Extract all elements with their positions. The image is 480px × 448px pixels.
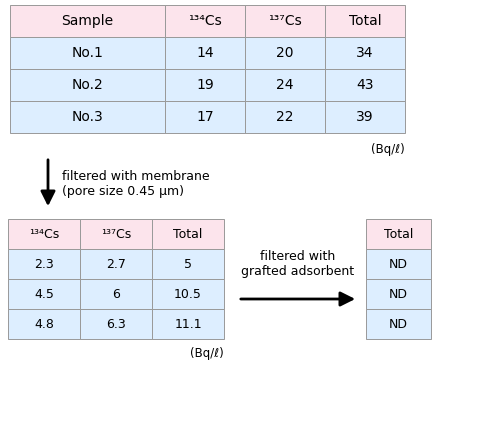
Text: filtered with membrane: filtered with membrane (62, 169, 210, 182)
Text: 17: 17 (196, 110, 214, 124)
Text: 10.5: 10.5 (174, 288, 202, 301)
Bar (245, 101, 325, 133)
Bar (366, 249, 431, 279)
Text: filtered with: filtered with (260, 250, 336, 263)
Text: Total: Total (348, 14, 381, 28)
Bar (8, 219, 80, 249)
Bar (80, 249, 152, 279)
Text: ND: ND (389, 288, 408, 301)
Text: 43: 43 (356, 78, 374, 92)
Text: (Bq/ℓ): (Bq/ℓ) (190, 346, 224, 359)
Text: ND: ND (389, 318, 408, 331)
Bar (152, 219, 224, 249)
Text: 2.3: 2.3 (34, 258, 54, 271)
Text: No.1: No.1 (72, 46, 103, 60)
Text: (Bq/ℓ): (Bq/ℓ) (371, 142, 405, 155)
Text: 5: 5 (184, 258, 192, 271)
Text: ¹³⁴Cs: ¹³⁴Cs (29, 228, 59, 241)
Bar (8, 279, 80, 309)
Bar (366, 309, 431, 339)
Bar (325, 69, 405, 101)
Bar (152, 309, 224, 339)
Bar (366, 279, 431, 309)
Text: 6: 6 (112, 288, 120, 301)
Text: 20: 20 (276, 46, 294, 60)
Bar (8, 309, 80, 339)
Text: grafted adsorbent: grafted adsorbent (241, 264, 355, 277)
Text: ¹³⁷Cs: ¹³⁷Cs (101, 228, 131, 241)
Text: 2.7: 2.7 (106, 258, 126, 271)
Bar (10, 69, 165, 101)
Bar (152, 279, 224, 309)
Bar (165, 37, 245, 69)
Text: 22: 22 (276, 110, 294, 124)
Bar (165, 5, 245, 37)
Bar (10, 5, 165, 37)
Bar (152, 249, 224, 279)
Text: Sample: Sample (61, 14, 114, 28)
Text: (pore size 0.45 μm): (pore size 0.45 μm) (62, 185, 184, 198)
Bar (10, 101, 165, 133)
Bar (80, 279, 152, 309)
Bar (80, 309, 152, 339)
Text: ¹³⁴Cs: ¹³⁴Cs (188, 14, 222, 28)
Bar (366, 219, 431, 249)
Text: Total: Total (173, 228, 203, 241)
Text: 14: 14 (196, 46, 214, 60)
Text: 4.5: 4.5 (34, 288, 54, 301)
Text: ¹³⁷Cs: ¹³⁷Cs (268, 14, 302, 28)
Bar (80, 219, 152, 249)
Text: 11.1: 11.1 (174, 318, 202, 331)
Bar (245, 5, 325, 37)
Text: ND: ND (389, 258, 408, 271)
Bar (325, 101, 405, 133)
Bar (325, 37, 405, 69)
Text: Total: Total (384, 228, 413, 241)
Bar (245, 69, 325, 101)
Text: No.3: No.3 (72, 110, 103, 124)
Bar (10, 37, 165, 69)
Bar (8, 249, 80, 279)
Bar (165, 69, 245, 101)
Bar (165, 101, 245, 133)
Text: 19: 19 (196, 78, 214, 92)
Text: 34: 34 (356, 46, 374, 60)
Bar (245, 37, 325, 69)
Text: 24: 24 (276, 78, 294, 92)
Text: 39: 39 (356, 110, 374, 124)
Text: 4.8: 4.8 (34, 318, 54, 331)
Text: 6.3: 6.3 (106, 318, 126, 331)
Bar (325, 5, 405, 37)
Text: No.2: No.2 (72, 78, 103, 92)
